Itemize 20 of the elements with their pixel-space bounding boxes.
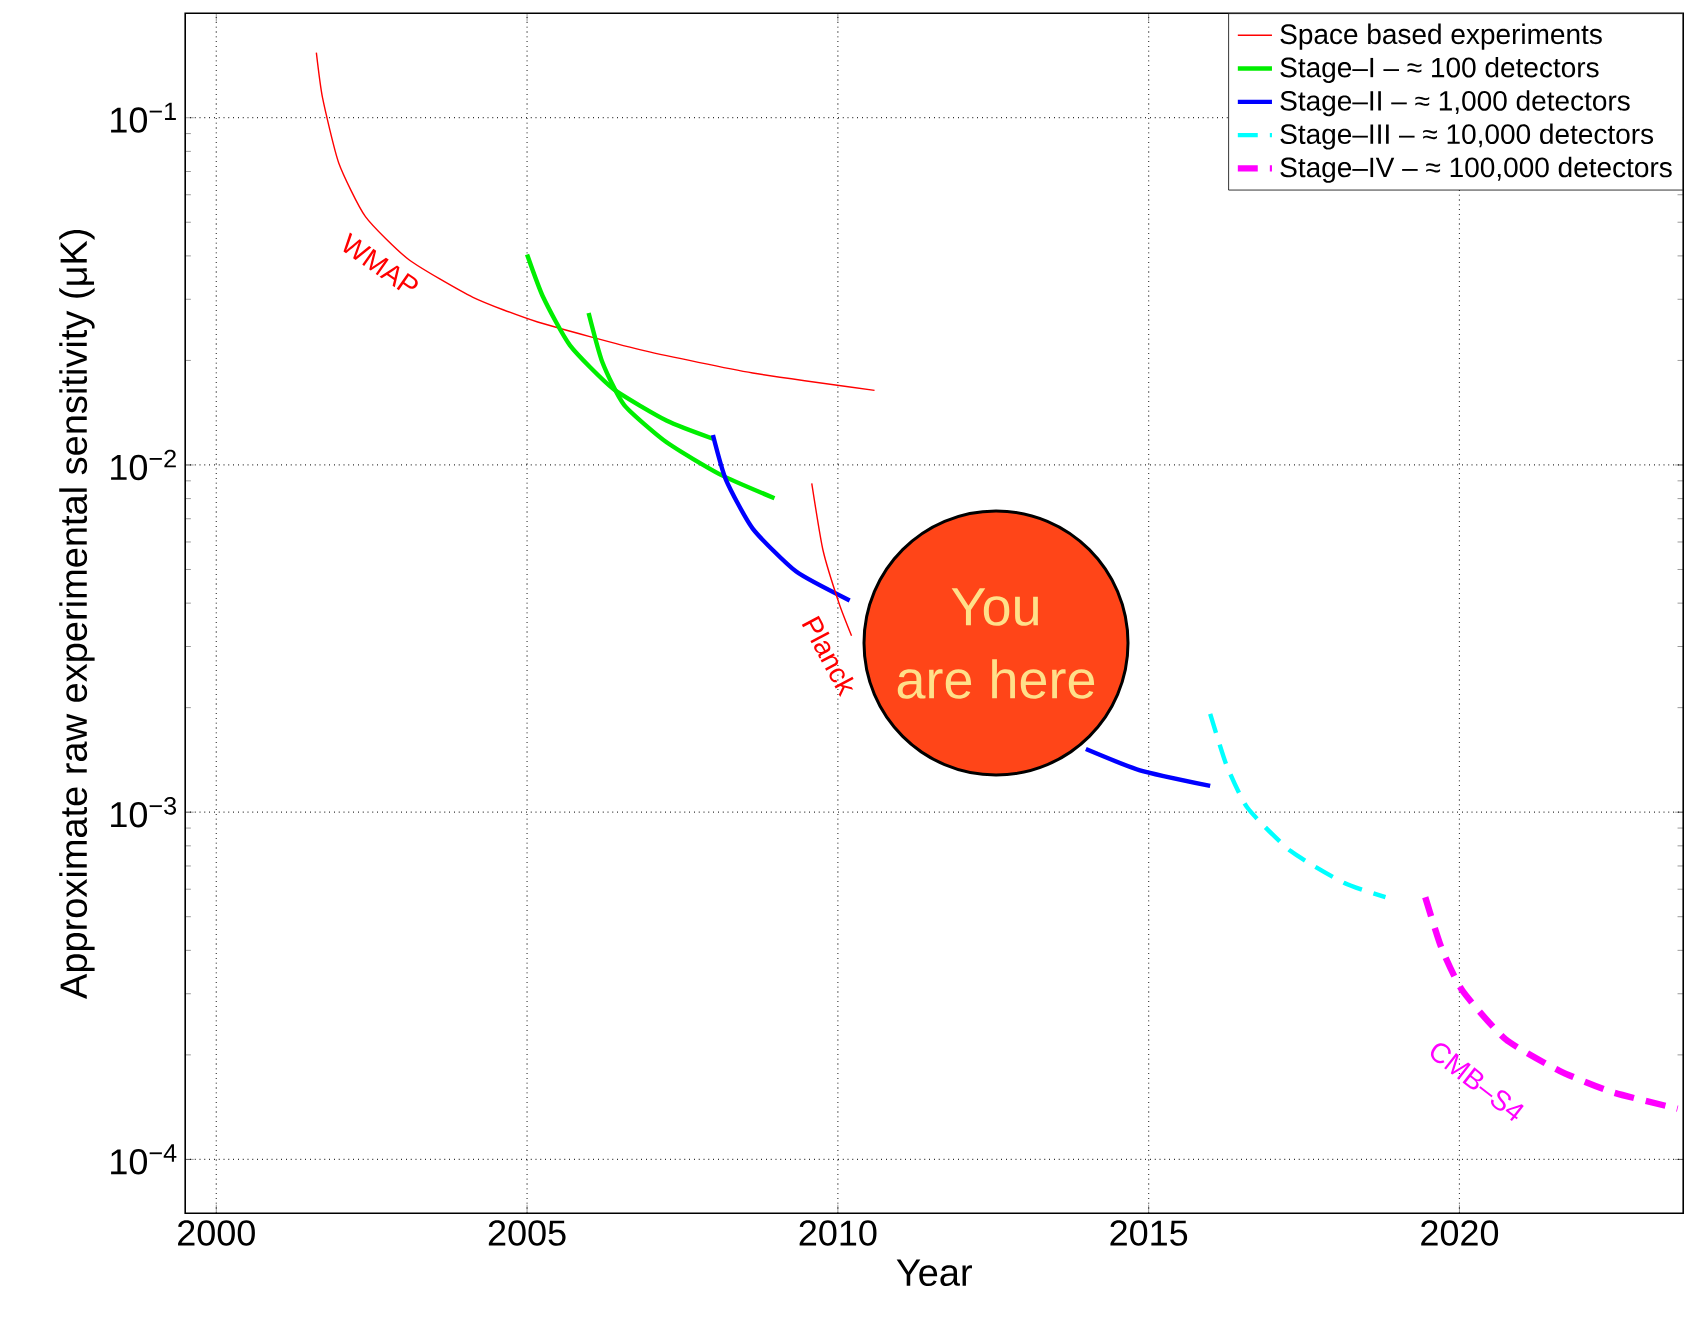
y-tick-label: 10$^{−3}$ — [111, 796, 177, 828]
legend-label: Stage–I – ≈ 100 detectors — [1280, 56, 1599, 83]
y-tick-label: 10$^{−4}$ — [111, 1144, 177, 1175]
y-tick-label: 10$^{−2}$ — [111, 449, 176, 481]
line-series — [1207, 711, 1388, 900]
annotation: You — [951, 588, 1039, 626]
line-series — [315, 51, 876, 392]
x-tick-label: 2020 — [1421, 1220, 1499, 1246]
legend-label: Stage–III – ≈ 10,000 detectors — [1280, 123, 1654, 150]
annotation: are here — [897, 659, 1095, 699]
legend-label: Stage–IV – ≈ 100,000 detectors — [1280, 156, 1672, 183]
x-tick-label: 2015 — [1110, 1220, 1188, 1246]
x-tick-label: 2000 — [178, 1220, 255, 1246]
x-axis-title: Year — [896, 1259, 972, 1287]
x-tick-label: 2010 — [799, 1220, 877, 1246]
y-axis-title: Approximate raw experimental sensitivity (μK) — [59, 229, 95, 999]
legend-label: Space based experiments — [1280, 23, 1602, 50]
y-tick-label: 10$^{−1}$ — [111, 102, 176, 133]
x-tick-label: 2005 — [488, 1220, 566, 1246]
legend-label: Stage–II – ≈ 1,000 detectors — [1280, 90, 1630, 117]
